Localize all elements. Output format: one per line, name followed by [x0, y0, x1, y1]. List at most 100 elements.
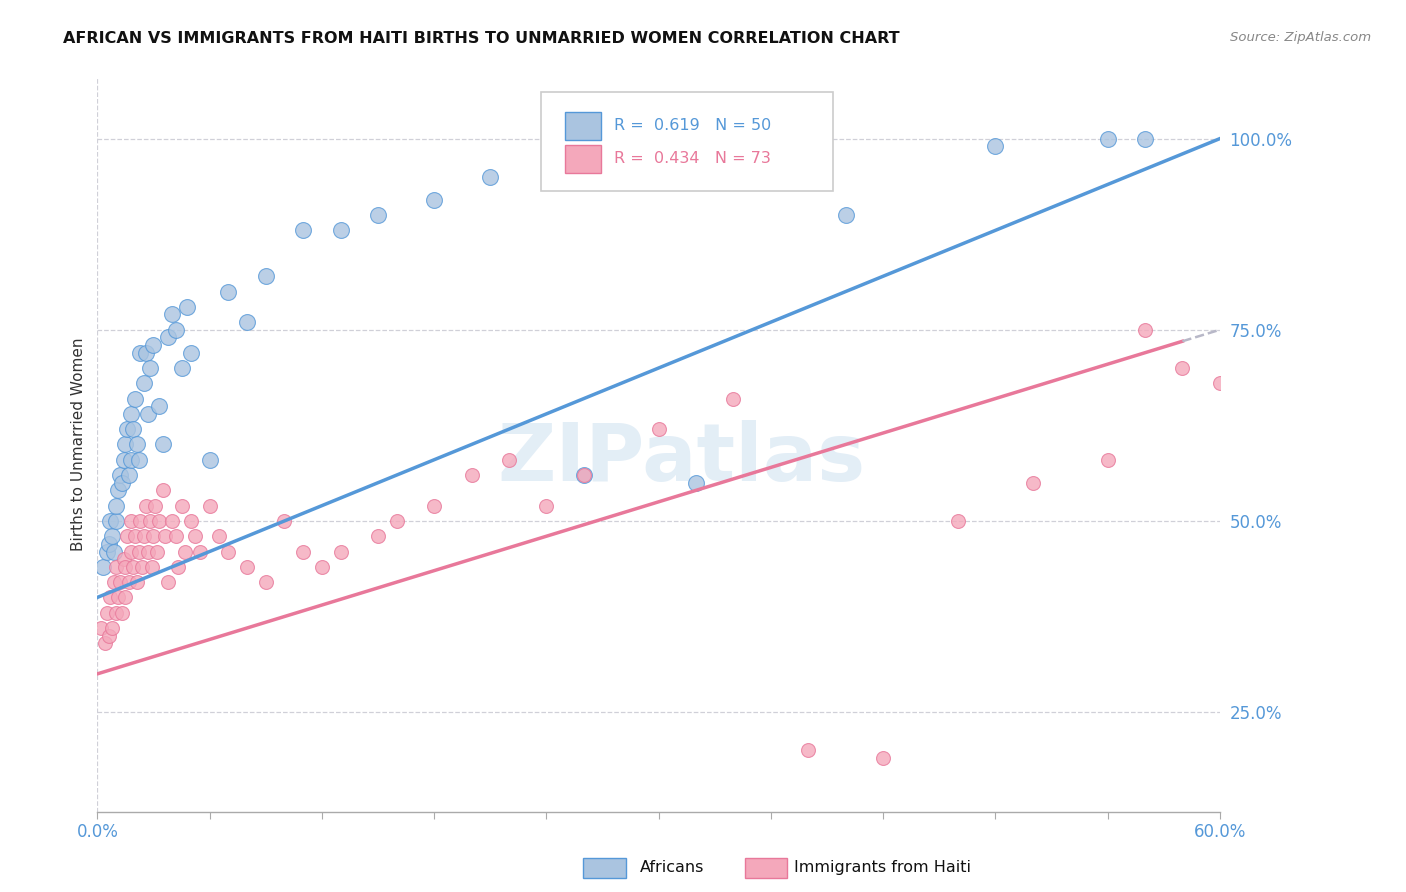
Y-axis label: Births to Unmarried Women: Births to Unmarried Women: [72, 338, 86, 551]
Point: [1133, 323, 1156, 337]
Point: [180, 345, 202, 359]
Point: [1022, 475, 1045, 490]
Text: Africans: Africans: [640, 860, 704, 874]
Point: [329, 544, 352, 558]
Point: [834, 208, 856, 222]
Point: [131, 559, 153, 574]
Point: [273, 514, 295, 528]
Point: [129, 514, 152, 528]
Point: [157, 330, 180, 344]
Point: [872, 751, 894, 765]
Point: [135, 345, 157, 359]
Point: [423, 499, 446, 513]
Point: [124, 529, 146, 543]
Point: [797, 743, 820, 757]
Point: [120, 514, 142, 528]
Point: [107, 591, 129, 605]
Point: [128, 452, 150, 467]
Point: [124, 392, 146, 406]
Point: [143, 499, 166, 513]
Point: [1209, 376, 1232, 391]
Point: [385, 514, 408, 528]
Point: [148, 514, 170, 528]
Point: [236, 315, 259, 329]
Point: [136, 544, 159, 558]
Point: [157, 575, 180, 590]
Point: [128, 544, 150, 558]
Point: [498, 452, 520, 467]
Point: [97, 629, 120, 643]
Point: [125, 437, 148, 451]
Point: [170, 499, 193, 513]
Point: [984, 139, 1007, 153]
Text: Immigrants from Haiti: Immigrants from Haiti: [794, 860, 972, 874]
Point: [107, 483, 129, 498]
Point: [198, 499, 221, 513]
Point: [572, 468, 595, 483]
Point: [125, 575, 148, 590]
Point: [114, 591, 136, 605]
Point: [101, 529, 124, 543]
Point: [117, 529, 139, 543]
Point: [198, 452, 221, 467]
Point: [1171, 361, 1194, 376]
Text: ZIPatlas: ZIPatlas: [496, 420, 865, 498]
Point: [254, 269, 277, 284]
Point: [460, 468, 482, 483]
Point: [120, 452, 142, 467]
Point: [118, 468, 141, 483]
Point: [111, 606, 134, 620]
Point: [101, 621, 124, 635]
Point: [292, 223, 315, 237]
Point: [142, 529, 165, 543]
Point: [367, 529, 389, 543]
Point: [946, 514, 969, 528]
Point: [176, 300, 198, 314]
Point: [134, 529, 156, 543]
Point: [120, 544, 142, 558]
Point: [367, 208, 389, 222]
Point: [217, 544, 239, 558]
Point: [188, 544, 211, 558]
Point: [118, 575, 141, 590]
Point: [100, 514, 122, 528]
Point: [1097, 131, 1119, 145]
Point: [183, 529, 205, 543]
Point: [1133, 131, 1156, 145]
Point: [1246, 345, 1268, 359]
Point: [129, 345, 152, 359]
Point: [114, 437, 136, 451]
Text: Source: ZipAtlas.com: Source: ZipAtlas.com: [1230, 31, 1371, 45]
Text: AFRICAN VS IMMIGRANTS FROM HAITI BIRTHS TO UNMARRIED WOMEN CORRELATION CHART: AFRICAN VS IMMIGRANTS FROM HAITI BIRTHS …: [63, 31, 900, 46]
Point: [423, 193, 446, 207]
Point: [111, 475, 134, 490]
Point: [148, 399, 170, 413]
Point: [152, 483, 174, 498]
Point: [180, 514, 202, 528]
FancyBboxPatch shape: [565, 145, 602, 173]
Point: [153, 529, 176, 543]
Point: [329, 223, 352, 237]
Point: [142, 338, 165, 352]
Point: [112, 552, 135, 566]
Point: [479, 169, 502, 184]
Point: [114, 559, 136, 574]
Point: [100, 591, 122, 605]
Point: [97, 537, 120, 551]
Point: [96, 606, 118, 620]
Point: [160, 308, 183, 322]
Point: [134, 376, 156, 391]
Point: [135, 499, 157, 513]
Point: [90, 621, 112, 635]
Point: [108, 575, 131, 590]
Point: [1097, 452, 1119, 467]
Point: [122, 559, 145, 574]
Point: [160, 514, 183, 528]
Point: [174, 544, 197, 558]
Point: [138, 514, 160, 528]
Point: [311, 559, 333, 574]
Point: [96, 544, 118, 558]
Point: [152, 437, 174, 451]
Point: [105, 499, 128, 513]
Point: [146, 544, 169, 558]
